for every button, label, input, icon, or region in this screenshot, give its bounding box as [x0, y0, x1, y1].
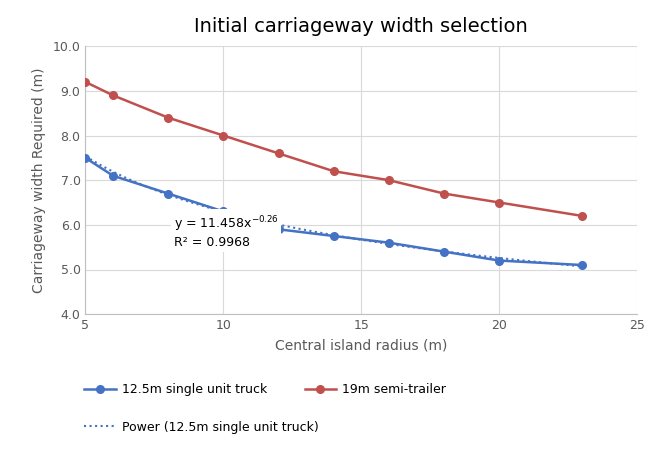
12.5m single unit truck [440, 249, 448, 255]
19m semi-trailer [275, 151, 283, 156]
Line: 12.5m single unit truck: 12.5m single unit truck [81, 154, 586, 269]
19m semi-trailer [578, 213, 586, 219]
19m semi-trailer [81, 79, 89, 85]
12.5m single unit truck [164, 191, 172, 196]
19m semi-trailer [219, 133, 227, 138]
12.5m single unit truck [109, 173, 117, 178]
12.5m single unit truck [495, 258, 503, 263]
12.5m single unit truck [219, 209, 227, 214]
Title: Initial carriageway width selection: Initial carriageway width selection [194, 17, 528, 36]
19m semi-trailer [440, 191, 448, 196]
Power (12.5m single unit truck) [377, 240, 385, 245]
Power (12.5m single unit truck) [376, 240, 384, 245]
Line: 19m semi-trailer: 19m semi-trailer [81, 78, 586, 220]
Line: Power (12.5m single unit truck): Power (12.5m single unit truck) [85, 156, 582, 267]
19m semi-trailer [109, 92, 117, 98]
Power (12.5m single unit truck) [386, 241, 394, 247]
Y-axis label: Carriageway width Required (m): Carriageway width Required (m) [32, 67, 46, 293]
19m semi-trailer [495, 200, 503, 205]
Text: y = 11.458x$^{-0.26}$
R² = 0.9968: y = 11.458x$^{-0.26}$ R² = 0.9968 [173, 214, 279, 249]
X-axis label: Central island radius (m): Central island radius (m) [275, 339, 447, 353]
Power (12.5m single unit truck) [578, 264, 586, 269]
19m semi-trailer [385, 177, 393, 183]
Power (12.5m single unit truck) [500, 255, 508, 261]
12.5m single unit truck [578, 262, 586, 268]
19m semi-trailer [330, 169, 338, 174]
12.5m single unit truck [385, 240, 393, 245]
Legend: Power (12.5m single unit truck): Power (12.5m single unit truck) [81, 417, 323, 438]
12.5m single unit truck [81, 155, 89, 161]
12.5m single unit truck [330, 233, 338, 239]
Power (12.5m single unit truck) [532, 259, 539, 265]
12.5m single unit truck [275, 226, 283, 232]
Power (12.5m single unit truck) [83, 154, 91, 160]
19m semi-trailer [164, 115, 172, 121]
Power (12.5m single unit truck) [81, 153, 89, 159]
